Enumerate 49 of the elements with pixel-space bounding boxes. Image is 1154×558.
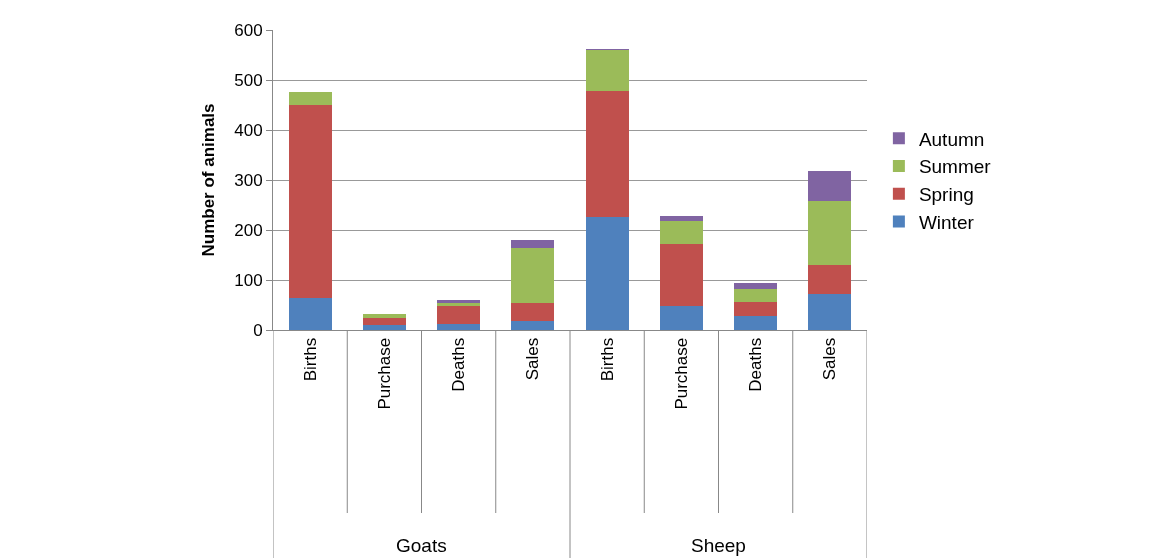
bar <box>734 301 778 316</box>
bar <box>362 313 406 318</box>
y-tick-label: 300 <box>234 170 263 190</box>
y-tick-label: 400 <box>234 120 263 140</box>
bar <box>511 321 555 330</box>
bar <box>437 306 481 324</box>
x-tick-label: Births <box>597 337 617 382</box>
y-tick-label: 0 <box>253 320 263 340</box>
bar <box>659 306 703 330</box>
bar <box>808 294 852 330</box>
bar <box>437 323 481 330</box>
bar <box>659 215 703 221</box>
bar <box>288 91 332 105</box>
x-tick-label: Sales <box>523 337 543 381</box>
bar <box>734 289 778 302</box>
bar <box>511 240 555 248</box>
bar <box>511 247 555 303</box>
bar <box>585 50 629 91</box>
y-tick-label: 100 <box>234 270 263 290</box>
text: Sheep <box>691 535 746 556</box>
bar <box>362 324 406 330</box>
text: Goats <box>396 535 447 556</box>
y-axis-title: Number of animals <box>198 103 218 257</box>
legend-label: Autumn <box>918 128 985 150</box>
bar <box>808 264 852 294</box>
x-tick-label: Purchase <box>671 337 691 410</box>
bar <box>659 243 703 306</box>
bar <box>659 220 703 244</box>
x-tick-label: Births <box>300 337 320 382</box>
bar <box>511 302 555 321</box>
bar <box>734 283 778 289</box>
legend-label: Summer <box>918 156 992 178</box>
legend-label: Spring <box>918 184 974 206</box>
y-tick-label: 200 <box>234 220 263 240</box>
x-tick-label: Deaths <box>449 337 469 392</box>
bar <box>585 90 629 217</box>
bar <box>808 201 852 265</box>
y-tick-label: 500 <box>234 70 263 90</box>
legend-label: Winter <box>918 211 975 233</box>
x-tick-label: Purchase <box>374 337 394 410</box>
y-tick-label: 600 <box>234 20 263 40</box>
x-tick-label: Deaths <box>746 337 766 392</box>
bar <box>288 105 332 298</box>
bar <box>734 316 778 330</box>
bar <box>362 317 406 325</box>
bar <box>585 217 629 330</box>
bar <box>808 170 852 201</box>
x-tick-label: Sales <box>820 337 840 381</box>
bar <box>288 297 332 330</box>
